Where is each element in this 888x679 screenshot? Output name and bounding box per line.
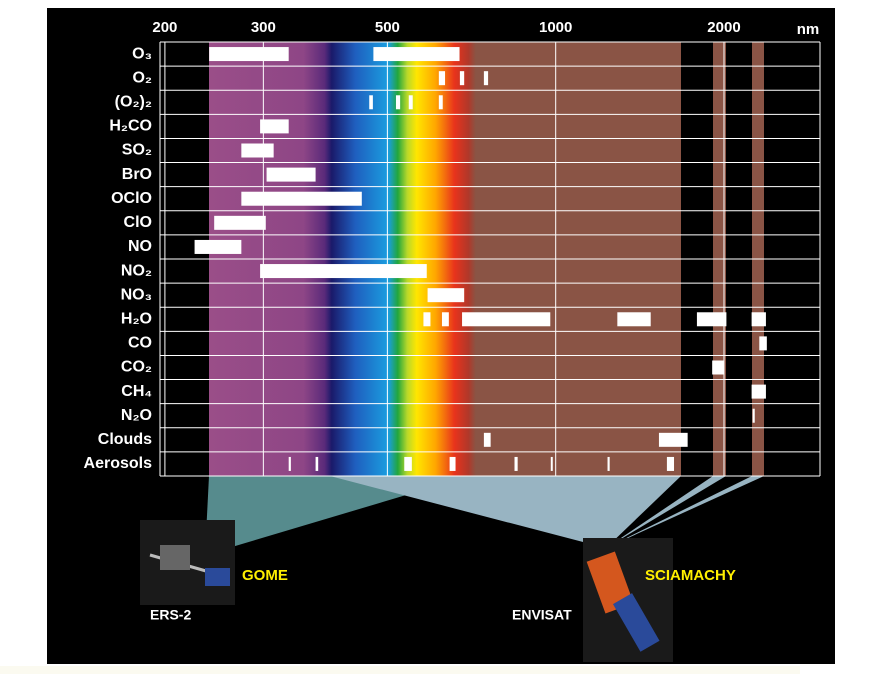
row-label: CO [128,335,152,352]
row-label: BrO [122,166,152,183]
row-label: Clouds [98,431,152,448]
range-bar [369,95,373,110]
range-bar [514,456,518,471]
range-bar [241,191,362,206]
sciamachy-cone [606,476,764,548]
range-bar [423,312,431,327]
range-bar [696,312,727,327]
range-bar [241,143,274,158]
range-bar [288,456,291,471]
range-bar [752,408,755,423]
row-label: OClO [111,190,152,207]
range-bar [209,47,289,62]
sciamachy-cone [606,476,726,548]
x-tick-label: 300 [251,19,276,36]
range-bar [712,360,724,375]
row-label: NO [128,238,152,255]
row-label: H₂O [121,310,152,327]
range-bar [214,215,266,230]
row-label: N₂O [121,407,152,424]
range-bar [408,95,413,110]
annotation: ENVISAT [512,607,572,623]
row-label: NO₃ [121,286,152,303]
row-label: ClO [124,214,152,231]
x-tick-label: 2000 [707,19,740,36]
range-bar [395,95,401,110]
range-bar [607,456,610,471]
range-bar [194,239,242,254]
row-label: CH₄ [121,383,152,400]
annotation: ERS-2 [150,607,191,623]
x-tick-label: 500 [375,19,400,36]
range-bar [759,336,767,351]
row-label: Aerosols [84,455,153,472]
range-bar [441,312,449,327]
range-bar [449,456,456,471]
range-bar [483,432,491,447]
row-label: SO₂ [122,142,152,159]
row-label: CO₂ [121,359,152,376]
range-bar [617,312,651,327]
range-bar [404,456,412,471]
range-bar [260,119,289,134]
row-label: O₂ [132,69,152,86]
row-label: NO₂ [121,262,152,279]
range-bar [550,456,553,471]
row-label: H₂CO [109,118,152,135]
range-bar [315,456,319,471]
range-bar [459,71,465,86]
range-bar [438,71,446,86]
annotation: GOME [242,567,288,584]
range-bar [462,312,551,327]
footer-strip [0,666,800,674]
range-bar [438,95,443,110]
gome-cone [205,476,470,555]
range-bar [260,264,427,279]
range-bar [266,167,316,182]
range-bar [373,47,460,62]
envisat-satellite [583,538,673,662]
x-tick-label: 200 [152,19,177,36]
sciamachy-cone [330,476,681,548]
range-bar [666,456,675,471]
range-bar [751,312,766,327]
range-bar [427,288,465,303]
range-bar [483,71,489,86]
annotation: SCIAMACHY [645,567,736,584]
row-label: (O₂)₂ [115,93,152,110]
ers2-satellite [140,520,235,605]
x-unit-label: nm [797,21,820,38]
x-tick-label: 1000 [539,19,572,36]
row-label: O₃ [132,45,152,62]
range-bar [658,432,688,447]
range-bar [751,384,766,399]
